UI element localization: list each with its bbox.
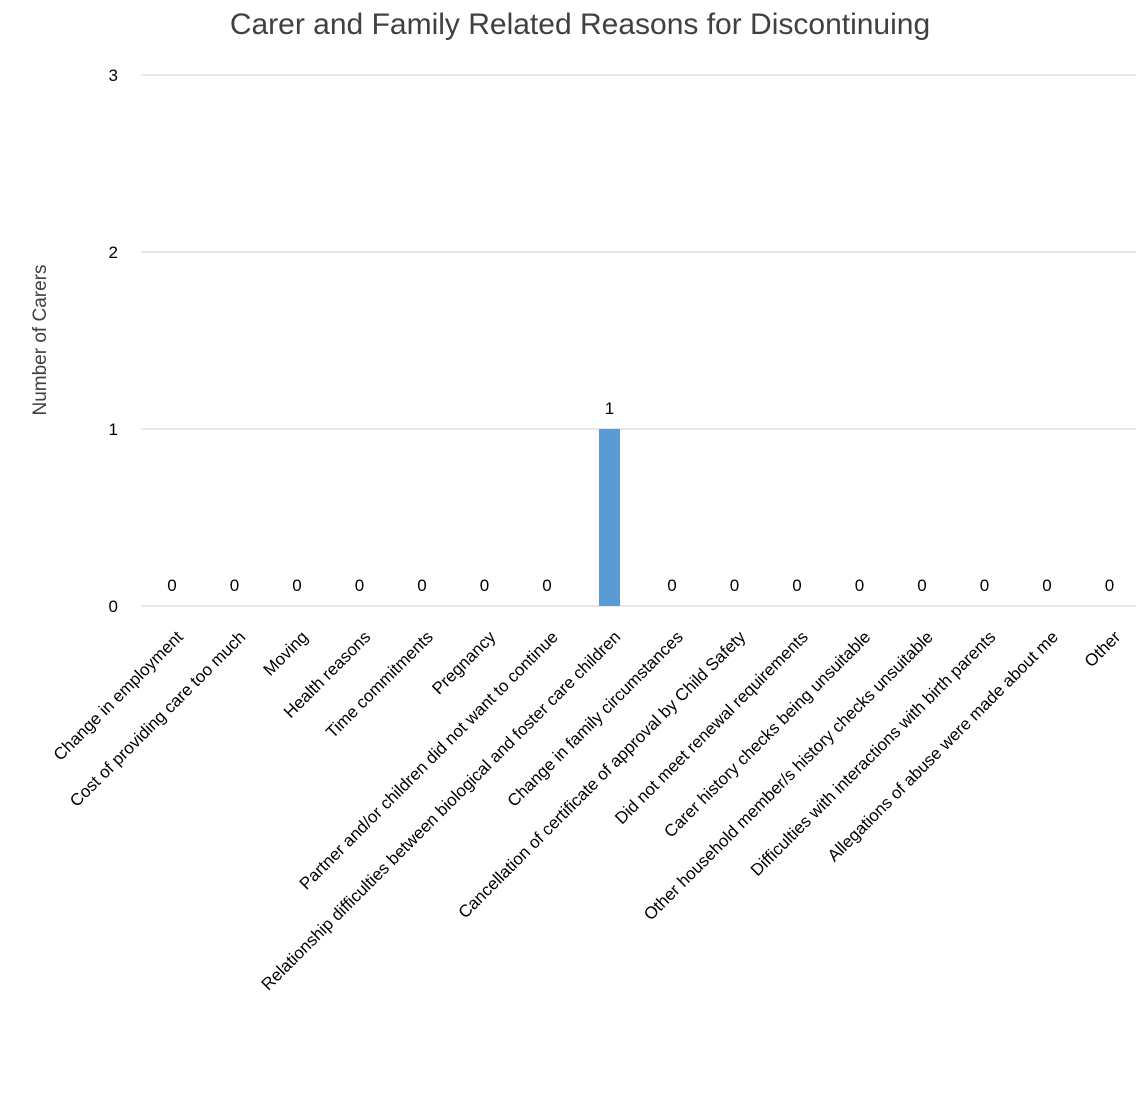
y-tick-label: 2 (109, 243, 118, 262)
y-tick-label: 3 (109, 66, 118, 85)
data-label: 0 (667, 576, 676, 595)
category-label: Moving (260, 627, 312, 679)
data-labels: 0 0 0 0 0 0 0 1 0 0 0 0 0 0 0 0 (167, 399, 1114, 595)
data-label: 0 (980, 576, 989, 595)
category-label: Other household member/s history checks … (640, 627, 937, 924)
category-label: Other (1081, 627, 1125, 671)
chart-title: Carer and Family Related Reasons for Dis… (230, 8, 930, 41)
data-label: 0 (230, 576, 239, 595)
category-label: Time commitments (322, 627, 437, 742)
data-label: 0 (792, 576, 801, 595)
data-label: 0 (1105, 576, 1114, 595)
bars (599, 429, 620, 606)
y-axis-ticks: 0 1 2 3 (109, 66, 118, 616)
y-axis-label: Number of Carers (30, 265, 51, 416)
data-label: 0 (1042, 576, 1051, 595)
data-label: 0 (417, 576, 426, 595)
data-label: 0 (917, 576, 926, 595)
gridlines (141, 74, 1136, 607)
data-label: 0 (730, 576, 739, 595)
y-tick-label: 0 (109, 597, 118, 616)
category-label: Allegations of abuse were made about me (824, 627, 1062, 865)
data-label: 0 (292, 576, 301, 595)
bar (599, 429, 620, 606)
data-label: 0 (480, 576, 489, 595)
category-label: Cancellation of certificate of approval … (455, 627, 750, 922)
data-label: 0 (167, 576, 176, 595)
data-label: 0 (855, 576, 864, 595)
data-label: 1 (605, 399, 614, 418)
y-tick-label: 1 (109, 420, 118, 439)
data-label: 0 (355, 576, 364, 595)
data-label: 0 (542, 576, 551, 595)
